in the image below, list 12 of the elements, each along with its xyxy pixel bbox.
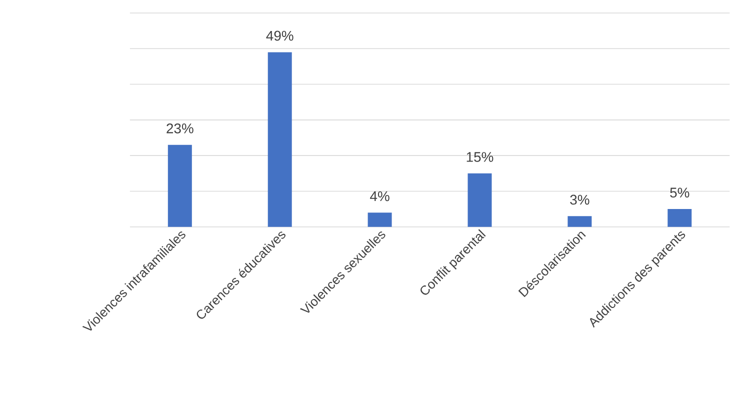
data-label: 15% — [466, 152, 494, 162]
bar — [368, 212, 392, 227]
data-label: 4% — [370, 191, 390, 202]
bar — [468, 174, 492, 227]
data-label: 23% — [166, 124, 194, 134]
bar — [568, 216, 592, 227]
bar — [668, 209, 692, 227]
data-label: 5% — [670, 188, 690, 198]
data-label: 3% — [570, 194, 590, 205]
data-label: 49% — [266, 30, 294, 41]
bar — [268, 52, 292, 227]
bar — [168, 144, 192, 227]
